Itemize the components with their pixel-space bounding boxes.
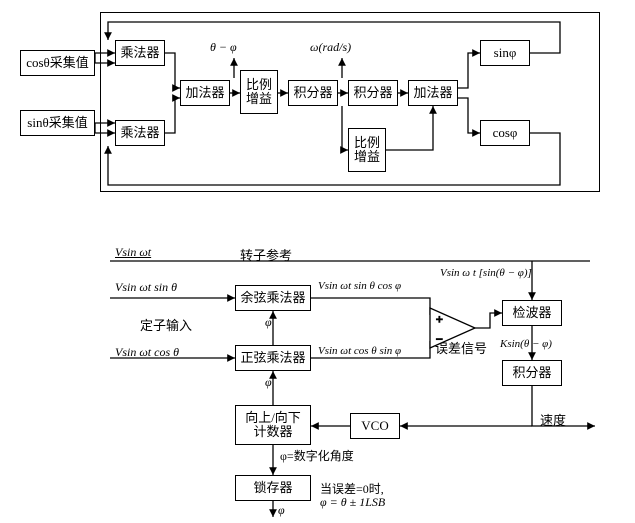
cos-mult-block: 余弦乘法器: [235, 285, 311, 311]
gain1: 比例增益: [240, 70, 278, 114]
latch-label: 锁存器: [253, 481, 292, 495]
vco-block: VCO: [350, 413, 400, 439]
integrator2-label: 积分器: [353, 86, 392, 100]
top-expr-label: Vsin ω t [sin(θ − φ)]: [440, 267, 532, 279]
multiplier-bot-label: 乘法器: [120, 126, 159, 140]
adder2: 加法器: [408, 80, 458, 106]
integrator1-label: 积分器: [293, 86, 332, 100]
sin-phi-block: sinφ: [480, 40, 530, 66]
phi-2: φ: [265, 375, 272, 390]
cos-phi-block: cosφ: [480, 120, 530, 146]
multiplier-top-label: 乘法器: [120, 46, 159, 60]
detector-label: 检波器: [512, 306, 551, 320]
speed-label: 速度: [540, 410, 566, 429]
sin-mult-label: 正弦乘法器: [240, 351, 305, 365]
top-diagram: cosθ采集值 sinθ采集值 乘法器 乘法器 加法器 比例增益 积分器 积分器…: [0, 0, 635, 200]
sin-mult-block: 正弦乘法器: [235, 345, 311, 371]
gain2: 比例增益: [348, 128, 386, 172]
err-expr-label: Ksin(θ − φ): [500, 338, 552, 350]
in2-label: Vsin ωt cos θ: [115, 345, 179, 360]
phi-out: φ: [278, 503, 285, 518]
err-sig-label: 误差信号: [435, 338, 487, 357]
out2-label: Vsin ωt cos θ sin φ: [318, 345, 401, 357]
cos-mult-label: 余弦乘法器: [240, 291, 305, 305]
latch-block: 锁存器: [235, 475, 311, 501]
integrator-block: 积分器: [502, 360, 562, 386]
gain2-label: 比例增益: [349, 136, 385, 165]
multiplier-top: 乘法器: [115, 40, 165, 66]
detector-block: 检波器: [502, 300, 562, 326]
cos-input-label: cosθ采集值: [26, 56, 89, 70]
rotor-ref-label: 转子参考: [240, 245, 292, 264]
phi-eq-label: φ = θ ± 1LSB: [320, 495, 385, 510]
phi-1: φ: [265, 315, 272, 330]
out1-label: Vsin ωt sin θ cos φ: [318, 280, 401, 292]
integrator2: 积分器: [348, 80, 398, 106]
svg-text:+: +: [436, 312, 443, 326]
cos-input-block: cosθ采集值: [20, 50, 95, 76]
theta-minus-phi-label: θ − φ: [210, 40, 237, 55]
omega-label: ω(rad/s): [310, 40, 351, 55]
sin-phi-label: sinφ: [494, 46, 517, 60]
gain1-label: 比例增益: [241, 78, 277, 107]
bottom-diagram: Vsin ωt 转子参考 Vsin ωt sin θ 定子输入 Vsin ωt …: [60, 245, 620, 520]
sin-input-block: sinθ采集值: [20, 110, 95, 136]
multiplier-bot: 乘法器: [115, 120, 165, 146]
cos-phi-label: cosφ: [493, 126, 518, 140]
updown-label: 向上/向下 计数器: [245, 411, 301, 440]
sin-input-label: sinθ采集值: [27, 116, 87, 130]
adder1: 加法器: [180, 80, 230, 106]
updown-block: 向上/向下 计数器: [235, 405, 311, 445]
phi-digital-label: φ=数字化角度: [280, 447, 354, 464]
stator-label: 定子输入: [140, 315, 192, 334]
vsinwt-label: Vsin ωt: [115, 245, 151, 260]
integrator1: 积分器: [288, 80, 338, 106]
in1-label: Vsin ωt sin θ: [115, 280, 177, 295]
vco-label: VCO: [361, 419, 388, 433]
integrator-label: 积分器: [512, 366, 551, 380]
adder1-label: 加法器: [185, 86, 224, 100]
adder2-label: 加法器: [413, 86, 452, 100]
